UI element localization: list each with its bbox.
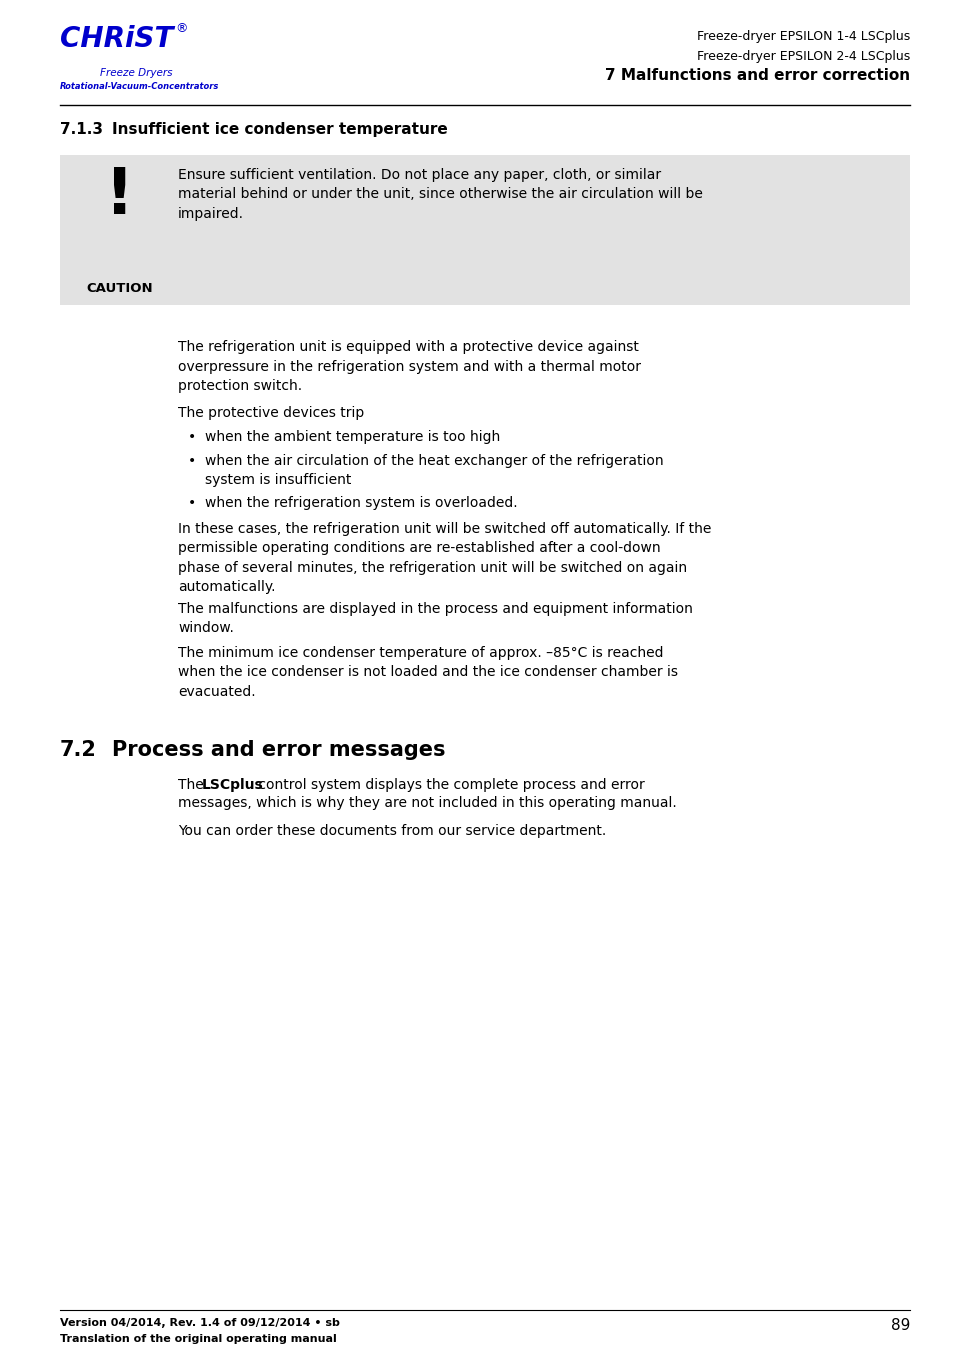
Text: when the ambient temperature is too high: when the ambient temperature is too high xyxy=(205,431,499,444)
Text: The: The xyxy=(178,778,208,792)
Text: Translation of the original operating manual: Translation of the original operating ma… xyxy=(60,1334,336,1345)
Text: Rotational-Vacuum-Concentrators: Rotational-Vacuum-Concentrators xyxy=(60,82,219,90)
Text: ®: ® xyxy=(174,22,188,35)
Text: 7 Malfunctions and error correction: 7 Malfunctions and error correction xyxy=(604,68,909,82)
Text: •: • xyxy=(188,495,196,510)
Text: when the refrigeration system is overloaded.: when the refrigeration system is overloa… xyxy=(205,495,517,510)
Text: Freeze-dryer EPSILON 2-4 LSCplus: Freeze-dryer EPSILON 2-4 LSCplus xyxy=(696,50,909,63)
Text: The refrigeration unit is equipped with a protective device against
overpressure: The refrigeration unit is equipped with … xyxy=(178,340,640,393)
Text: The minimum ice condenser temperature of approx. –85°C is reached
when the ice c: The minimum ice condenser temperature of… xyxy=(178,647,678,699)
Text: control system displays the complete process and error: control system displays the complete pro… xyxy=(253,778,643,792)
Text: Freeze Dryers: Freeze Dryers xyxy=(100,68,172,78)
Text: Process and error messages: Process and error messages xyxy=(112,740,445,760)
Text: The protective devices trip: The protective devices trip xyxy=(178,406,364,420)
Text: 7.2: 7.2 xyxy=(60,740,97,760)
Text: CAUTION: CAUTION xyxy=(87,282,153,296)
FancyBboxPatch shape xyxy=(60,155,909,305)
Text: !: ! xyxy=(105,165,134,227)
Text: 89: 89 xyxy=(890,1318,909,1332)
Text: •: • xyxy=(188,431,196,444)
Text: Insufficient ice condenser temperature: Insufficient ice condenser temperature xyxy=(112,122,447,136)
Text: LSCplus: LSCplus xyxy=(201,778,263,792)
Text: The malfunctions are displayed in the process and equipment information
window.: The malfunctions are displayed in the pr… xyxy=(178,602,692,636)
Text: Ensure sufficient ventilation. Do not place any paper, cloth, or similar
materia: Ensure sufficient ventilation. Do not pl… xyxy=(178,167,702,221)
Text: •: • xyxy=(188,454,196,468)
Text: CHRiST: CHRiST xyxy=(60,26,173,53)
Text: Version 04/2014, Rev. 1.4 of 09/12/2014 • sb: Version 04/2014, Rev. 1.4 of 09/12/2014 … xyxy=(60,1318,339,1328)
Text: You can order these documents from our service department.: You can order these documents from our s… xyxy=(178,824,605,838)
Text: when the air circulation of the heat exchanger of the refrigeration
system is in: when the air circulation of the heat exc… xyxy=(205,454,663,487)
Text: messages, which is why they are not included in this operating manual.: messages, which is why they are not incl… xyxy=(178,796,676,810)
Text: In these cases, the refrigeration unit will be switched off automatically. If th: In these cases, the refrigeration unit w… xyxy=(178,522,711,594)
Text: 7.1.3: 7.1.3 xyxy=(60,122,103,136)
Text: Freeze-dryer EPSILON 1-4 LSCplus: Freeze-dryer EPSILON 1-4 LSCplus xyxy=(696,30,909,43)
